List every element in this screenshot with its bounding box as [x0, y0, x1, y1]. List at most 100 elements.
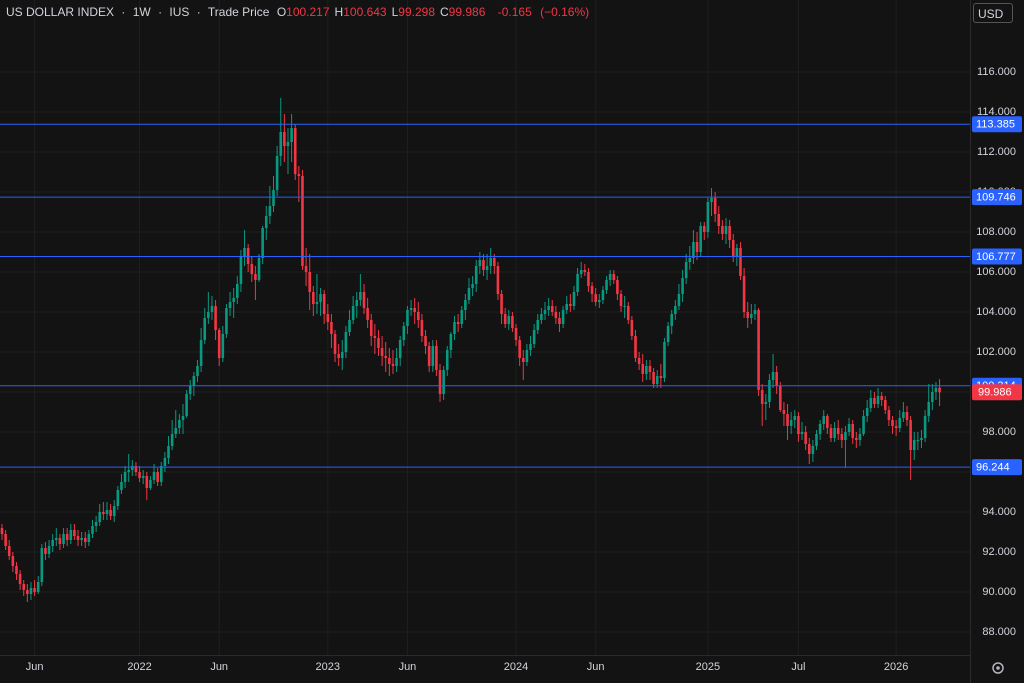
candle-body [851, 424, 854, 438]
candle-body [474, 266, 478, 284]
candle-body [684, 262, 688, 278]
candle-body [739, 248, 742, 276]
candle-body [409, 308, 413, 310]
candle-body [731, 240, 735, 256]
candle-body [185, 394, 188, 416]
symbol-title: US DOLLAR INDEX [6, 5, 115, 19]
candle-body [869, 398, 873, 408]
candle-body [105, 510, 109, 514]
ohlc: O100.217 H100.643 L99.298 C99.986 [277, 5, 491, 19]
candle-body [605, 280, 608, 290]
candle-body [543, 310, 547, 314]
candle-body [735, 248, 739, 256]
candle-body [579, 270, 583, 274]
level-label: 96.244 [976, 462, 1010, 474]
candle-body [648, 366, 652, 372]
candle-body [471, 284, 474, 288]
ohlc-key: O [276, 5, 287, 19]
currency-button[interactable]: USD [973, 3, 1013, 23]
candle-body [402, 326, 406, 340]
candle-body [417, 312, 420, 320]
candle-body [427, 346, 431, 366]
candle-body [641, 364, 645, 374]
candle-body [847, 424, 851, 432]
candle-body [424, 336, 427, 346]
settings-icon[interactable] [992, 662, 1004, 674]
candle-body [134, 466, 138, 472]
candle-body [243, 248, 246, 256]
candle-body [695, 242, 699, 252]
candle-body [159, 466, 163, 482]
candle-body [156, 472, 159, 482]
gear[interactable] [992, 662, 1004, 674]
candle-body [4, 534, 7, 546]
candle-body [558, 318, 561, 324]
candle-body [478, 260, 482, 266]
candle-body [713, 198, 717, 214]
candle-body [583, 270, 587, 272]
candle-body [196, 366, 199, 376]
candle-body [308, 272, 311, 292]
x-tick-label: Jun [210, 661, 228, 673]
candle-body [663, 342, 666, 378]
candle-body [431, 346, 435, 366]
change-percent: (−0.16%) [540, 5, 590, 19]
interval[interactable]: 1W [132, 5, 151, 19]
candle-body [192, 376, 196, 386]
candle-body [550, 306, 554, 312]
candle-body [782, 410, 786, 414]
candle-body [149, 480, 152, 488]
candle-body [174, 428, 178, 434]
candle-body [377, 338, 380, 348]
ohlc-key: L [391, 5, 399, 19]
candle-body [702, 226, 706, 232]
candle-body [800, 432, 804, 434]
candle-body [811, 446, 815, 454]
candle-body [58, 538, 62, 544]
candle-body [467, 288, 471, 300]
candle-body [482, 260, 485, 270]
candle-body [862, 416, 865, 434]
candle-body [909, 420, 912, 450]
candle-body [236, 284, 239, 298]
candle-body [630, 320, 634, 336]
y-tick-label: 98.000 [982, 426, 1016, 438]
change: -0.165 [497, 5, 532, 19]
candle-body [493, 258, 496, 266]
candle-body [127, 470, 130, 472]
candle-body [442, 370, 445, 394]
candle-body [413, 308, 416, 312]
candle-body [710, 198, 713, 202]
y-tick-label: 116.000 [977, 66, 1016, 78]
exchange: IUS [169, 5, 190, 19]
levels [0, 123, 970, 468]
candle-body [55, 538, 58, 540]
axes: 88.00090.00092.00094.00096.00098.000100.… [26, 66, 1022, 673]
candle-body [771, 372, 775, 380]
candle-body [681, 278, 684, 294]
candle-body [826, 416, 829, 428]
candle-body [536, 320, 540, 330]
candle-body [746, 312, 750, 318]
candle-body [26, 590, 29, 594]
candle-body [109, 510, 112, 516]
candle-body [163, 458, 167, 466]
candle-body [116, 490, 120, 506]
candle-body [887, 410, 891, 420]
candle-body [62, 534, 65, 544]
candle-body [645, 366, 648, 374]
candle-body [73, 530, 76, 536]
y-tick-label: 102.000 [976, 346, 1016, 358]
candle-body [36, 582, 40, 592]
candle-body [525, 350, 529, 362]
candle-body [804, 432, 807, 444]
candle-body [855, 438, 858, 440]
candle-body [775, 372, 778, 386]
candle-body [286, 142, 290, 146]
candle-body [612, 274, 616, 280]
candle-body [931, 392, 934, 402]
candle-body [272, 190, 275, 206]
gear-center[interactable] [996, 666, 1000, 670]
level-label-box [972, 248, 1022, 265]
